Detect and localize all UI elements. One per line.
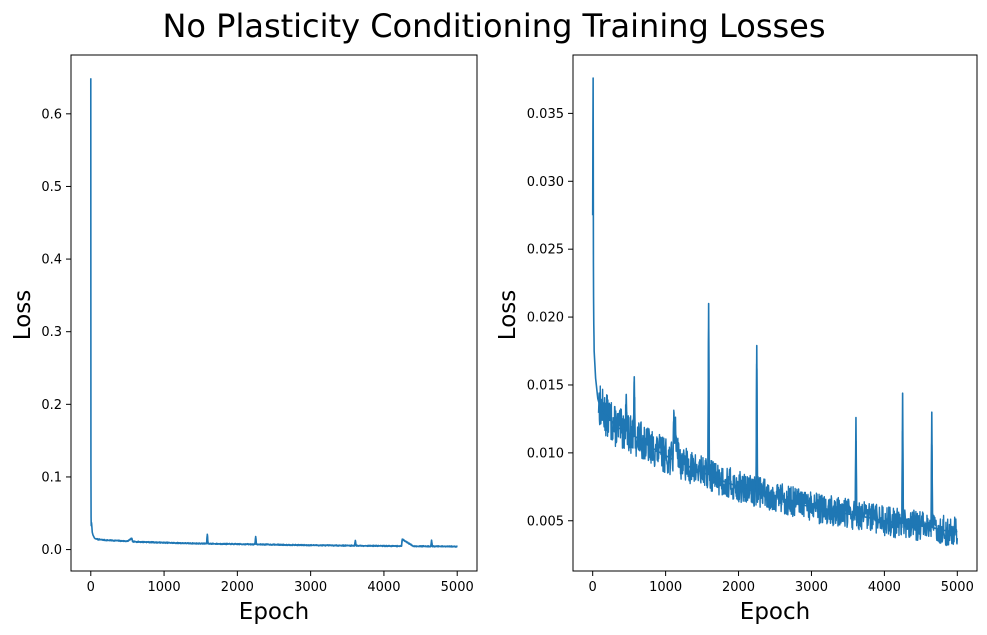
left-x-tick-label: 2000 [221,580,254,595]
right-loss-series-line [591,77,958,533]
right-loss-noise-line [597,321,959,547]
left-y-tick-label: 0.3 [41,325,62,340]
left-y-ticks: 0.0 0.1 0.2 0.3 0.4 0.5 0.6 [41,107,71,558]
right-axes-frame [572,54,978,572]
left-subplot: 0 1000 2000 3000 4000 5000 0.0 0.1 0.2 0.3 0.4 0.5… [10,54,478,625]
left-y-tick-label: 0.4 [41,253,62,268]
right-x-tick-label: 3000 [795,580,828,595]
left-x-ticks: 0 1000 2000 3000 4000 5000 [87,571,474,595]
right-x-tick-label: 1000 [649,580,682,595]
right-x-tick-label: 0 [589,580,597,595]
right-y-tick-label: 0.020 [527,311,564,326]
left-x-tick-label: 1000 [148,580,181,595]
left-x-tick-label: 4000 [367,580,400,595]
left-y-tick-label: 0.6 [41,107,62,122]
right-y-tick-label: 0.030 [527,175,564,190]
right-x-ticks: 0 1000 2000 3000 4000 5000 [589,571,974,595]
left-axes-frame [70,54,478,572]
figure-title: No Plasticity Conditioning Training Loss… [162,7,825,45]
right-x-tick-label: 2000 [722,580,755,595]
right-x-tick-label: 4000 [868,580,901,595]
left-y-axis-label: Loss [10,290,36,340]
right-y-tick-label: 0.005 [527,514,564,529]
left-x-tick-label: 0 [87,580,95,595]
right-y-tick-label: 0.025 [527,243,564,258]
right-subplot: 0 1000 2000 3000 4000 5000 0.0050.0100.0150.0… [495,54,978,625]
right-y-tick-label: 0.035 [527,107,564,122]
left-y-tick-label: 0.2 [41,398,62,413]
right-y-ticks: 0.005 0.010 0.015 0.020 0.025 0.030 0.035 [527,107,573,529]
left-y-tick-label: 0.5 [41,180,62,195]
left-y-tick-label: 0.0 [41,543,62,558]
left-x-axis-label: Epoch [239,599,309,625]
left-loss-series-line [89,78,458,548]
right-y-tick-label: 0.010 [527,446,564,461]
right-y-tick-label: 0.015 [527,378,564,393]
left-x-tick-label: 5000 [441,580,474,595]
right-x-axis-label: Epoch [740,599,810,625]
right-y-axis-label: Loss [495,290,521,340]
right-x-tick-label: 5000 [941,580,974,595]
left-x-tick-label: 3000 [294,580,327,595]
right-loss-noise-band [597,321,959,547]
left-y-tick-label: 0.1 [41,470,62,485]
